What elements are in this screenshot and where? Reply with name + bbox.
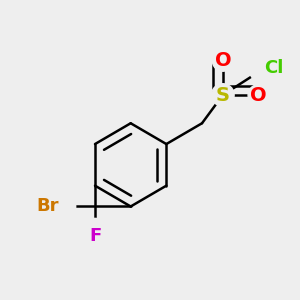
Text: Br: Br (37, 197, 59, 215)
Text: O: O (250, 85, 267, 104)
Circle shape (86, 218, 104, 236)
Text: Cl: Cl (264, 59, 284, 77)
Circle shape (43, 190, 76, 223)
Text: F: F (89, 227, 101, 245)
Text: O: O (214, 51, 231, 70)
Circle shape (212, 50, 233, 71)
Circle shape (249, 53, 280, 84)
Text: S: S (216, 85, 230, 104)
Circle shape (248, 85, 269, 105)
Circle shape (212, 84, 234, 106)
